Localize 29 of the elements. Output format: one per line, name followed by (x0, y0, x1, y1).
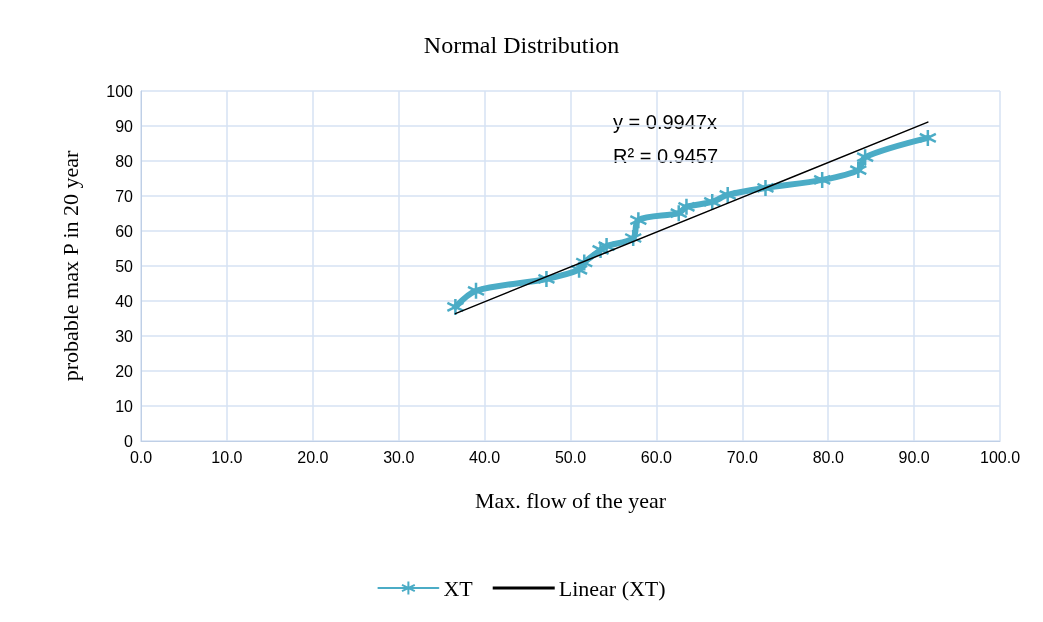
x-tick-label: 100.0 (979, 448, 1021, 466)
y-tick-label: 60 (115, 222, 134, 240)
x-tick-label: 50.0 (554, 448, 587, 466)
chart-title: Normal Distribution (423, 32, 620, 58)
y-tick-label: 40 (115, 292, 134, 310)
y-tick-label: 80 (115, 152, 134, 170)
y-tick-label: 30 (115, 327, 134, 345)
legend-label: Linear (XT) (558, 575, 666, 601)
legend-label: XT (443, 575, 474, 601)
y-tick-label: 10 (115, 397, 134, 415)
x-tick-label: 40.0 (469, 448, 501, 466)
x-tick-label: 0.0 (129, 448, 153, 466)
x-tick-label: 90.0 (898, 448, 930, 466)
y-tick-label: 100 (106, 82, 134, 100)
x-tick-label: 70.0 (726, 448, 758, 466)
annotation: y = 0.9947x (613, 111, 717, 133)
x-tick-label: 30.0 (383, 448, 415, 466)
y-axis-title: probable max P in 20 year (57, 149, 83, 382)
x-tick-label: 80.0 (812, 448, 844, 466)
x-tick-label: 10.0 (211, 448, 243, 466)
y-tick-label: 0 (124, 432, 134, 450)
y-tick-label: 70 (115, 187, 134, 205)
x-tick-label: 60.0 (640, 448, 673, 466)
x-axis-title: Max. flow of the year (474, 487, 667, 513)
y-tick-label: 50 (115, 257, 134, 275)
y-tick-label: 90 (115, 117, 134, 135)
annotation: R² = 0.9457 (613, 145, 719, 167)
x-tick-label: 20.0 (297, 448, 329, 466)
y-tick-label: 20 (115, 362, 134, 380)
